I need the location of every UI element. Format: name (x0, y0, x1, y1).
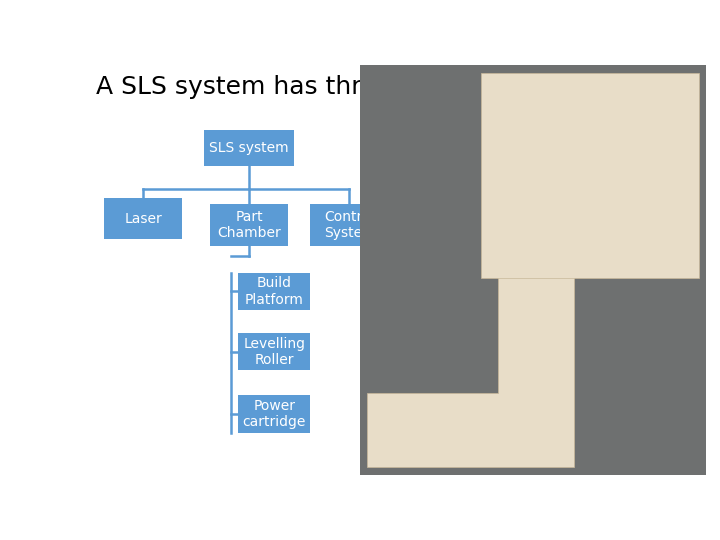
FancyBboxPatch shape (238, 273, 310, 310)
Text: SLS system: SLS system (210, 141, 289, 155)
Polygon shape (367, 249, 575, 467)
FancyBboxPatch shape (310, 204, 389, 246)
Text: Levelling
Roller: Levelling Roller (243, 336, 305, 367)
Text: Power
cartridge: Power cartridge (243, 399, 306, 429)
FancyBboxPatch shape (104, 198, 182, 239)
Text: Build
Platform: Build Platform (245, 276, 304, 307)
Text: A SLS system has three major components:: A SLS system has three major components: (96, 75, 642, 99)
Text: Part
Chamber: Part Chamber (217, 210, 281, 240)
Text: Control
System: Control System (324, 210, 375, 240)
FancyBboxPatch shape (238, 395, 310, 433)
FancyBboxPatch shape (210, 204, 288, 246)
FancyBboxPatch shape (238, 333, 310, 370)
FancyBboxPatch shape (204, 130, 294, 166)
Polygon shape (481, 73, 698, 278)
Text: Laser: Laser (124, 212, 162, 226)
Bar (369, 114, 636, 431)
